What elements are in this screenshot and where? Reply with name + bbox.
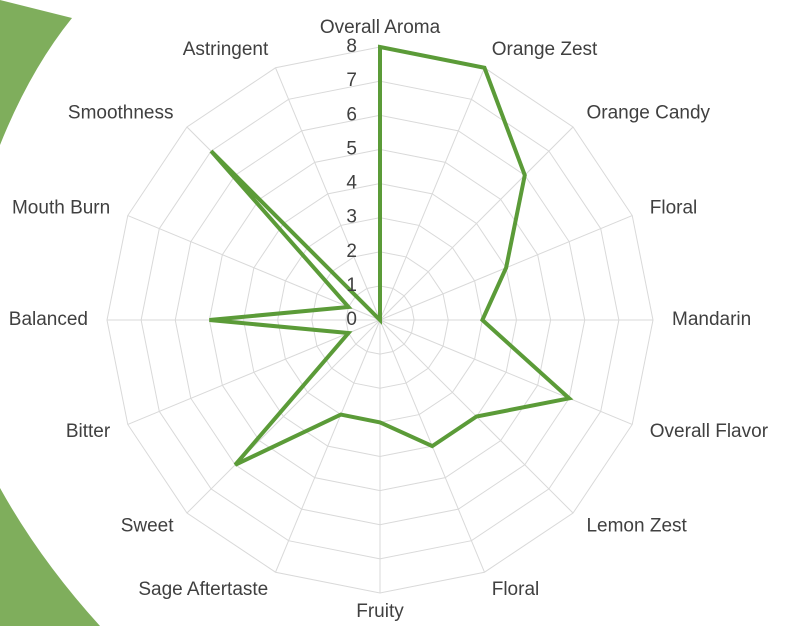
category-label: Mandarin [672, 309, 751, 330]
category-label: Floral [492, 579, 540, 600]
spoke [186, 319, 381, 514]
tick-label: 8 [346, 36, 357, 57]
spoke [379, 319, 633, 425]
category-label: Orange Zest [492, 39, 598, 60]
tick-label: 0 [346, 309, 357, 330]
series-line [209, 44, 574, 467]
category-label: Bitter [66, 421, 111, 442]
category-label: Astringent [183, 39, 269, 60]
tick-label: 1 [346, 275, 357, 296]
category-label: Sage Aftertaste [138, 579, 268, 600]
category-label: Sweet [121, 515, 175, 536]
category-label: Lemon Zest [586, 515, 687, 536]
category-label: Balanced [9, 309, 88, 330]
tick-label: 5 [346, 138, 357, 159]
tick-label: 2 [346, 241, 357, 262]
decoration [0, 0, 72, 145]
category-label: Floral [650, 197, 698, 218]
spoke [127, 215, 381, 321]
tick-label: 4 [346, 173, 357, 194]
spoke [275, 67, 381, 321]
category-label: Overall Aroma [320, 17, 441, 38]
spoke [379, 126, 574, 321]
category-label: Overall Flavor [650, 421, 769, 442]
category-label: Mouth Burn [12, 197, 110, 218]
category-label: Fruity [356, 601, 404, 622]
category-label: Smoothness [68, 103, 174, 124]
spoke [379, 67, 485, 321]
category-label: Orange Candy [586, 103, 710, 124]
spoke [275, 319, 381, 573]
tick-label: 3 [346, 207, 357, 228]
spoke [127, 319, 381, 425]
tick-label: 7 [346, 70, 357, 91]
decoration [0, 488, 100, 626]
tick-label: 6 [346, 104, 357, 125]
